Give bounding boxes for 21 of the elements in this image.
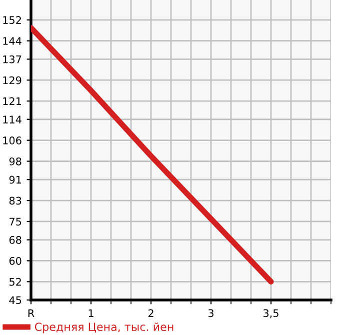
y-tick-label: 144 [3, 37, 22, 45]
x-tick-label: 3,5 [264, 309, 278, 318]
y-tick-label: 75 [10, 218, 22, 226]
y-tick-label: 83 [9, 196, 22, 205]
y-tick-label: 68 [9, 236, 22, 244]
y-tick-label: 129 [3, 76, 22, 84]
y-tick-label: 60 [9, 256, 22, 265]
x-tick-label: 2 [148, 309, 154, 317]
legend-label: Средняя Цена, тыс. йен [34, 322, 174, 334]
y-tick-label: 121 [3, 97, 22, 106]
x-tick-label: R [28, 309, 34, 317]
y-tick-label: 45 [9, 296, 22, 304]
y-tick-label: 137 [3, 55, 22, 64]
y-tick-label: 98 [9, 157, 22, 166]
y-tick-label: 106 [3, 136, 22, 144]
y-tick-label: 91 [9, 176, 22, 184]
x-tick-label: 3 [208, 309, 214, 318]
y-tick-label: 52 [10, 278, 21, 286]
y-tick-label: 152 [3, 16, 21, 24]
x-tick-label: 1 [88, 309, 94, 317]
y-tick-label: 114 [3, 116, 22, 124]
